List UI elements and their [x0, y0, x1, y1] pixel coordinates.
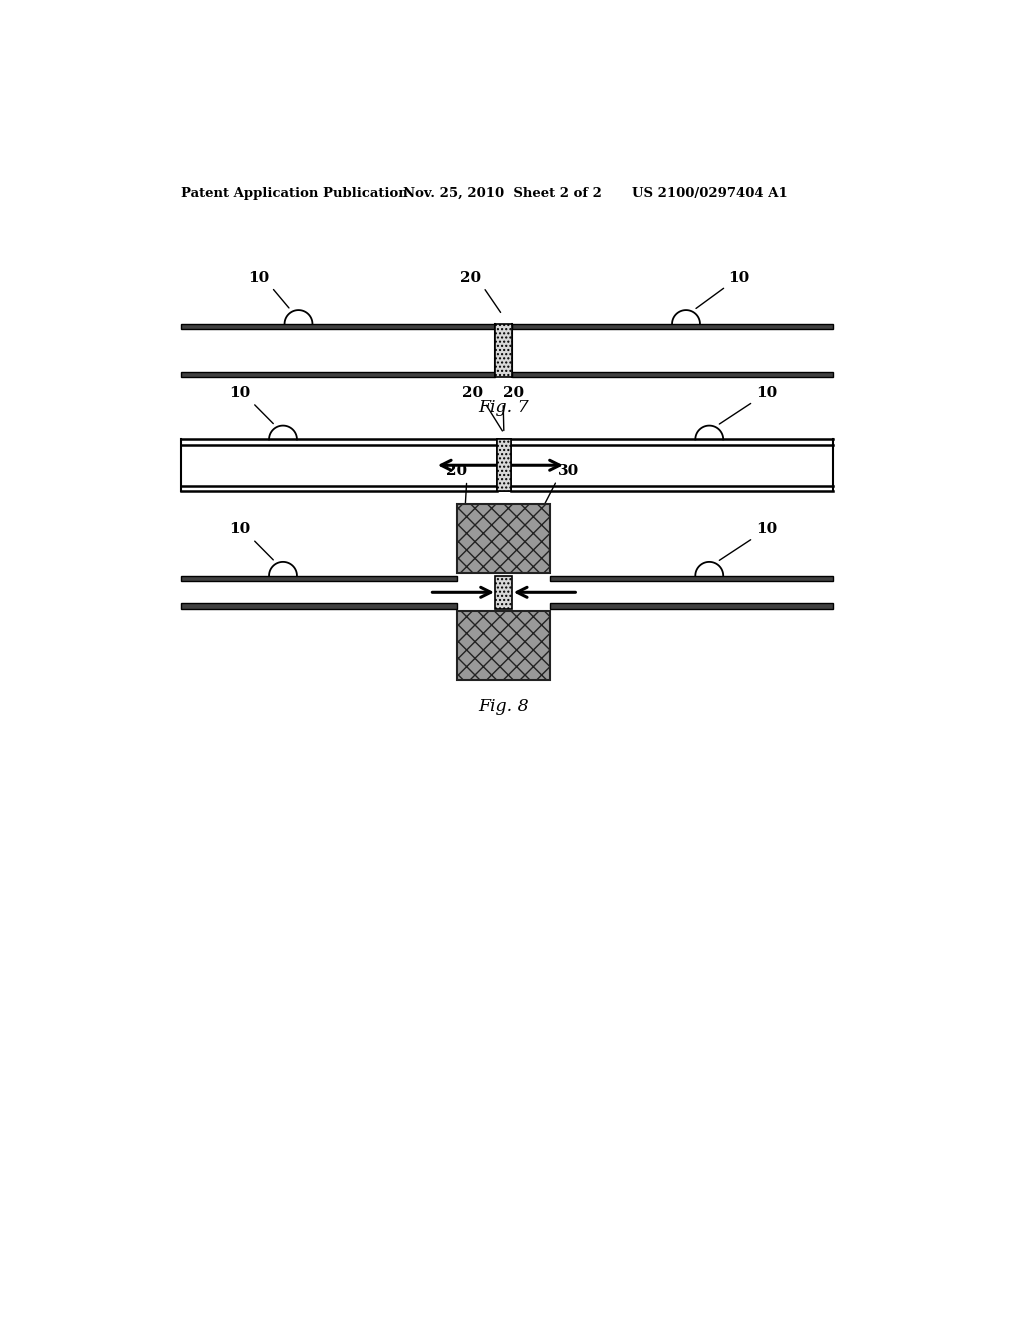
- Bar: [180, 576, 458, 581]
- Text: 20: 20: [461, 271, 501, 313]
- Text: 10: 10: [696, 271, 750, 309]
- Bar: [496, 576, 512, 609]
- Bar: [458, 504, 550, 573]
- Text: Fig. 7: Fig. 7: [478, 399, 529, 416]
- Bar: [550, 603, 834, 609]
- Text: 20: 20: [462, 387, 503, 430]
- Bar: [512, 323, 834, 330]
- Text: 30: 30: [544, 463, 580, 506]
- Bar: [458, 611, 550, 681]
- Bar: [497, 440, 511, 491]
- Bar: [512, 372, 834, 378]
- Text: 10: 10: [719, 523, 777, 561]
- Text: Nov. 25, 2010  Sheet 2 of 2: Nov. 25, 2010 Sheet 2 of 2: [403, 187, 602, 199]
- Text: US 2100/0297404 A1: US 2100/0297404 A1: [632, 187, 787, 199]
- Text: 10: 10: [228, 523, 273, 560]
- Text: 10: 10: [248, 271, 289, 308]
- Text: 10: 10: [719, 387, 777, 424]
- Bar: [180, 372, 496, 378]
- Bar: [496, 323, 512, 378]
- Bar: [497, 440, 511, 491]
- Text: Fig. 9: Fig. 9: [478, 512, 529, 529]
- Text: Patent Application Publication: Patent Application Publication: [180, 187, 408, 199]
- Bar: [180, 603, 458, 609]
- Text: 20: 20: [445, 463, 467, 506]
- Bar: [550, 576, 834, 581]
- Text: 10: 10: [228, 387, 273, 424]
- Text: Fig. 8: Fig. 8: [478, 698, 529, 715]
- Text: 20: 20: [503, 387, 524, 430]
- Bar: [180, 323, 496, 330]
